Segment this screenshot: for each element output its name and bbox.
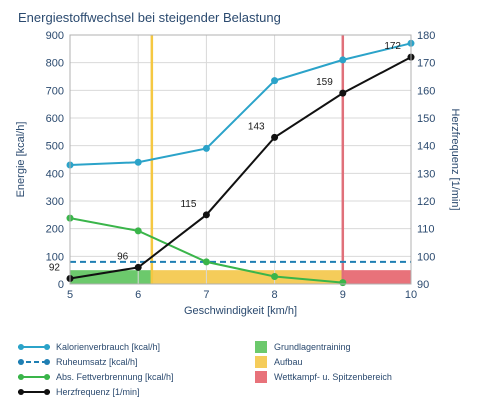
x-tick-label: 10 bbox=[405, 289, 417, 301]
legend-zone-label-0: Grundlagentraining bbox=[274, 342, 351, 352]
axes-layer: 5 6 7 8 9 10010020030040050060070080090090100… bbox=[46, 30, 436, 301]
legend-marker bbox=[18, 389, 24, 395]
series-point-0 bbox=[202, 144, 210, 152]
y-right-tick-label: 160 bbox=[417, 85, 435, 97]
legend-label-3: Herzfrequenz [1/min] bbox=[56, 387, 140, 397]
zones-layer bbox=[70, 270, 411, 284]
series-point-3 bbox=[271, 133, 279, 141]
y-left-tick-label: 200 bbox=[46, 224, 64, 236]
zone-boundary-lines bbox=[150, 35, 345, 284]
y-right-tick-label: 90 bbox=[417, 279, 429, 291]
legend-marker bbox=[44, 374, 50, 380]
legend-marker bbox=[18, 359, 24, 365]
x-axis-title: Geschwindigkeit [km/h] bbox=[184, 305, 297, 317]
x-tick-label: 8 bbox=[272, 289, 278, 301]
series-point-2 bbox=[202, 258, 210, 266]
legend: Kalorienverbrauch [kcal/h] Ruheumsatz [kc… bbox=[18, 341, 392, 397]
series-layer: 92 96 115 143 159 172 bbox=[49, 39, 415, 287]
y-left-tick-label: 900 bbox=[46, 30, 64, 42]
x-tick-label: 6 bbox=[135, 289, 141, 301]
x-tick-label: 5 bbox=[67, 289, 73, 301]
y-right-tick-label: 130 bbox=[417, 168, 435, 180]
data-label: 96 bbox=[117, 251, 129, 262]
y-left-tick-label: 600 bbox=[46, 113, 64, 125]
legend-swatch-1 bbox=[255, 356, 267, 368]
zone-band-2 bbox=[342, 270, 411, 284]
y-left-tick-label: 700 bbox=[46, 85, 64, 97]
legend-swatch-0 bbox=[255, 341, 267, 353]
y-left-tick-label: 0 bbox=[58, 279, 64, 291]
series-line-0 bbox=[69, 42, 412, 167]
legend-label-0: Kalorienverbrauch [kcal/h] bbox=[56, 342, 160, 352]
y-axis-left-title: Energie [kcal/h] bbox=[15, 122, 27, 198]
y-right-tick-label: 150 bbox=[417, 113, 435, 125]
grid-layer bbox=[69, 34, 412, 285]
y-axis-right-title: Herzfrequenz [1/min] bbox=[449, 108, 461, 210]
y-left-tick-label: 400 bbox=[46, 168, 64, 180]
y-left-tick-label: 500 bbox=[46, 141, 64, 153]
series-point-2 bbox=[271, 273, 279, 281]
legend-swatch-2 bbox=[255, 371, 267, 383]
x-tick-label: 9 bbox=[340, 289, 346, 301]
data-label: 159 bbox=[316, 77, 333, 88]
series-point-2 bbox=[339, 279, 347, 287]
series-point-0 bbox=[134, 158, 142, 166]
series-point-3 bbox=[134, 263, 142, 271]
legend-marker bbox=[44, 359, 50, 365]
legend-label-1: Ruheumsatz [kcal/h] bbox=[56, 357, 138, 367]
legend-zone-label-1: Aufbau bbox=[274, 357, 303, 367]
legend-label-2: Abs. Fettverbrennung [kcal/h] bbox=[56, 372, 174, 382]
series-point-3 bbox=[339, 89, 347, 97]
legend-marker bbox=[18, 374, 24, 380]
legend-marker bbox=[18, 344, 24, 350]
x-tick-label: 7 bbox=[203, 289, 209, 301]
zone-band-1 bbox=[151, 270, 343, 284]
data-label: 92 bbox=[49, 262, 61, 273]
y-left-tick-label: 300 bbox=[46, 196, 64, 208]
legend-zone-label-2: Wettkampf- u. Spitzenbereich bbox=[274, 372, 392, 382]
series-point-2 bbox=[134, 227, 142, 235]
y-right-tick-label: 110 bbox=[417, 224, 435, 236]
data-label: 115 bbox=[180, 199, 196, 210]
y-left-tick-label: 100 bbox=[46, 251, 64, 263]
y-right-tick-label: 120 bbox=[417, 196, 435, 208]
y-right-tick-label: 140 bbox=[417, 141, 435, 153]
legend-marker bbox=[44, 344, 50, 350]
data-label: 143 bbox=[248, 121, 265, 132]
zone-band-0 bbox=[70, 270, 152, 284]
y-left-tick-label: 800 bbox=[46, 58, 64, 70]
y-right-tick-label: 180 bbox=[417, 30, 435, 42]
series-point-0 bbox=[339, 56, 347, 64]
data-label: 172 bbox=[384, 41, 401, 52]
series-point-0 bbox=[271, 77, 279, 85]
y-right-tick-label: 100 bbox=[417, 251, 435, 263]
series-line-3 bbox=[69, 56, 412, 280]
legend-marker bbox=[44, 389, 50, 395]
chart-title: Energiestoffwechsel bei steigender Belas… bbox=[18, 10, 281, 25]
y-right-tick-label: 170 bbox=[417, 58, 435, 70]
series-point-3 bbox=[202, 211, 210, 219]
plot-frame bbox=[69, 34, 412, 285]
